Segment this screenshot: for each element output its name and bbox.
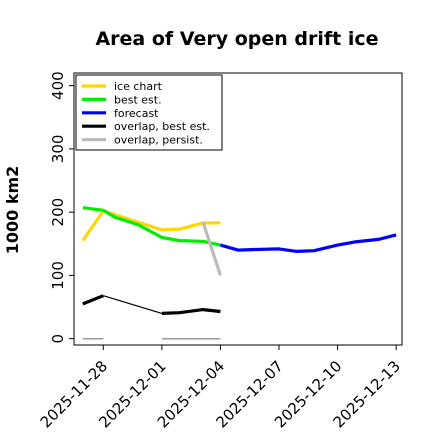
y-tick-label: 100	[49, 261, 67, 290]
chart-title: Area of Very open drift ice	[95, 28, 378, 50]
y-tick-label: 300	[49, 135, 67, 164]
legend-label: best est.	[114, 93, 162, 106]
plot-frame	[73, 72, 403, 346]
legend-label: ice chart	[114, 80, 163, 93]
y-tick-label: 200	[49, 198, 67, 227]
series-line-overlap-best-est-	[82, 294, 104, 306]
legend-label: overlap, persist.	[114, 134, 203, 147]
y-axis: 0 100 200 300 400	[49, 71, 74, 343]
y-tick-label: 400	[49, 71, 67, 100]
y-axis-label: 1000 km2	[3, 166, 22, 255]
y-tick-label: 0	[49, 334, 67, 344]
series-line-best-est-	[82, 206, 221, 247]
series-line-overlap-persist-	[201, 221, 222, 276]
series-layer	[81, 206, 397, 340]
series-line-ice-chart	[81, 209, 221, 242]
series-line-forecast	[219, 233, 397, 253]
legend-label: forecast	[114, 107, 159, 120]
overlap-segment	[103, 295, 163, 314]
overlap-segment	[161, 308, 221, 315]
x-axis: 2025-11-282025-12-012025-12-042025-12-07…	[37, 345, 404, 431]
legend-label: overlap, best est.	[114, 120, 210, 133]
